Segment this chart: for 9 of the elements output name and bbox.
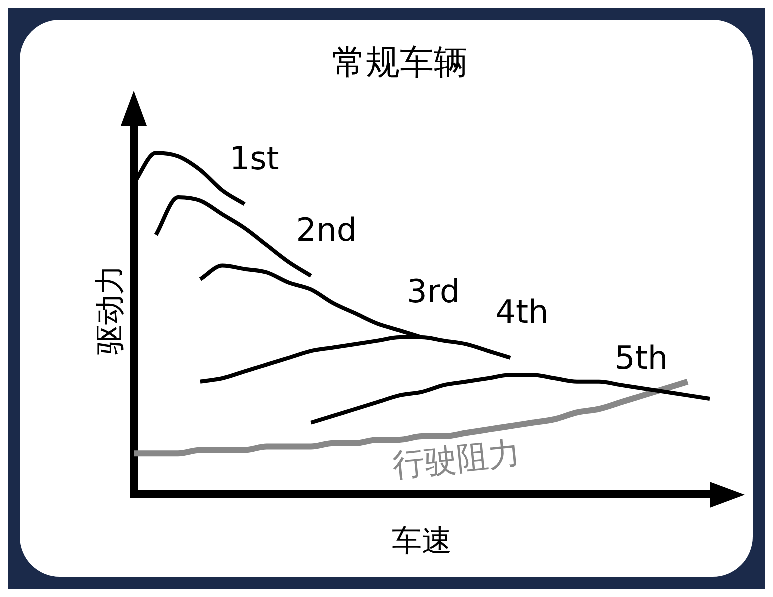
series-label: 4th <box>496 293 549 332</box>
series-label: 3rd <box>407 272 460 311</box>
series-label: 5th <box>615 338 668 377</box>
chart-title: 常规车辆 <box>332 43 468 84</box>
series-label: 2nd <box>296 211 358 250</box>
y-axis-title: 驱动力 <box>92 265 128 356</box>
text: 行驶阻力 <box>391 434 522 485</box>
series-label: 1st <box>230 139 280 178</box>
x-axis-title: 车速 <box>392 524 452 559</box>
